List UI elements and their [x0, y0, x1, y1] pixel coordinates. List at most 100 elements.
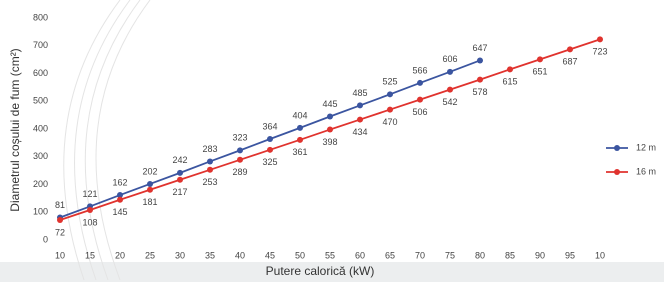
data-label: 470 [382, 117, 397, 127]
point [177, 177, 183, 183]
data-label: 506 [412, 107, 427, 117]
x-tick-label: 90 [535, 250, 545, 260]
data-label: 162 [112, 177, 127, 187]
legend-marker [614, 145, 620, 151]
x-tick-label: 30 [175, 250, 185, 260]
data-label: 283 [202, 144, 217, 154]
y-tick-label: 500 [33, 96, 48, 106]
data-label: 542 [442, 97, 457, 107]
point [387, 91, 393, 97]
point [237, 157, 243, 163]
data-label: 217 [172, 187, 187, 197]
data-label: 253 [202, 177, 217, 187]
data-label: 72 [55, 227, 65, 237]
data-label: 181 [142, 197, 157, 207]
x-tick-label: 40 [235, 250, 245, 260]
data-label: 325 [262, 157, 277, 167]
data-label: 434 [352, 127, 367, 137]
data-label: 404 [292, 110, 307, 120]
x-tick-label: 80 [475, 250, 485, 260]
point [447, 69, 453, 75]
x-tick-label: 10 [55, 250, 65, 260]
point [57, 217, 63, 223]
point [327, 127, 333, 133]
point [267, 136, 273, 142]
point [297, 125, 303, 131]
data-label: 81 [55, 200, 65, 210]
point [417, 97, 423, 103]
data-label: 364 [262, 121, 277, 131]
point [327, 114, 333, 120]
point [117, 197, 123, 203]
data-label: 615 [502, 77, 517, 87]
data-label: 578 [472, 87, 487, 97]
x-tick-label: 45 [265, 250, 275, 260]
data-label: 606 [442, 54, 457, 64]
x-tick-label: 70 [415, 250, 425, 260]
y-tick-label: 800 [33, 12, 48, 22]
point [87, 207, 93, 213]
point [477, 57, 483, 63]
y-tick-label: 700 [33, 40, 48, 50]
y-tick-label: 600 [33, 68, 48, 78]
chart: Putere calorică (kW) Diametrul coșului d… [0, 0, 664, 282]
point [417, 80, 423, 86]
x-tick-label: 25 [145, 250, 155, 260]
data-label: 145 [112, 207, 127, 217]
data-label: 202 [142, 166, 157, 176]
x-tick-label: 60 [355, 250, 365, 260]
y-axis-label: Diametrul coșului de fum (cm²) [8, 48, 22, 211]
x-tick-label: 85 [505, 250, 515, 260]
data-label: 323 [232, 133, 247, 143]
x-tick-label: 35 [205, 250, 215, 260]
x-axis-label: Putere calorică (kW) [266, 264, 375, 278]
point [537, 56, 543, 62]
point [147, 187, 153, 193]
x-tick-label: 50 [295, 250, 305, 260]
x-tick-label: 95 [565, 250, 575, 260]
data-label: 485 [352, 88, 367, 98]
point [297, 137, 303, 143]
data-label: 651 [532, 67, 547, 77]
y-tick-label: 100 [33, 207, 48, 217]
x-tick-label: 15 [85, 250, 95, 260]
legend-label: 16 m [636, 166, 656, 176]
point [387, 107, 393, 113]
data-label: 525 [382, 77, 397, 87]
data-label: 108 [82, 217, 97, 227]
data-label: 445 [322, 99, 337, 109]
x-tick-label: 55 [325, 250, 335, 260]
x-tick-label: 20 [115, 250, 125, 260]
y-tick-label: 300 [33, 151, 48, 161]
data-label: 566 [412, 65, 427, 75]
data-label: 398 [322, 137, 337, 147]
data-label: 121 [82, 189, 97, 199]
point [357, 102, 363, 108]
x-tick-label: 65 [385, 250, 395, 260]
legend-label: 12 m [636, 142, 656, 152]
point [177, 170, 183, 176]
point [207, 167, 213, 173]
y-tick-label: 200 [33, 179, 48, 189]
x-tick-label: 75 [445, 250, 455, 260]
data-label: 242 [172, 155, 187, 165]
point [207, 158, 213, 164]
data-label: 687 [562, 57, 577, 67]
point [267, 147, 273, 153]
data-label: 723 [592, 47, 607, 57]
y-tick-label: 400 [33, 123, 48, 133]
x-tick-label: 10 [595, 250, 605, 260]
decor-arcs [64, 0, 150, 280]
point [357, 117, 363, 123]
point [567, 46, 573, 52]
point [237, 147, 243, 153]
y-tick-label: 0 [43, 234, 48, 244]
point [597, 36, 603, 42]
data-label: 361 [292, 147, 307, 157]
data-label: 647 [472, 43, 487, 53]
point [447, 87, 453, 93]
point [477, 77, 483, 83]
point [147, 181, 153, 187]
legend-marker [614, 169, 620, 175]
data-label: 289 [232, 167, 247, 177]
